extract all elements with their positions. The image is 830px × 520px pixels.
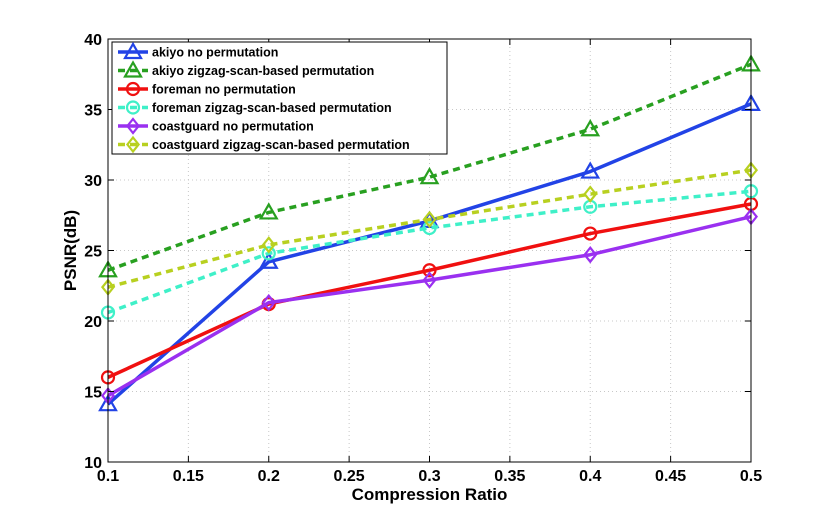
legend-entry: akiyo zigzag-scan-based permutation — [118, 60, 374, 78]
series-line — [107, 62, 752, 272]
data-point-marker — [583, 226, 598, 241]
x-tick-label: 0.1 — [97, 468, 119, 485]
series-lines — [98, 54, 761, 412]
data-point-marker — [580, 119, 601, 137]
axis-ticks: 0.1 0.15 0.2 0.25 0.3 0.35 0.4 0.45 0.5 10 15 20 25 3… — [84, 32, 762, 485]
y-tick-label: 25 — [84, 244, 102, 261]
data-point-marker — [258, 251, 279, 269]
series-line — [107, 202, 752, 379]
x-tick-label: 0.4 — [579, 468, 601, 485]
x-tick-label: 0.35 — [494, 468, 525, 485]
legend-entry: foreman zigzag-scan-based permutation — [118, 100, 392, 115]
legend-entry: coastguard zigzag-scan-based permutation — [118, 135, 410, 154]
data-point-marker — [261, 246, 276, 261]
legend-label: akiyo zigzag-scan-based permutation — [152, 64, 374, 78]
legend-entry: coastguard no permutation — [118, 117, 314, 135]
x-tick-label: 0.5 — [740, 468, 762, 485]
legend-marker — [125, 117, 141, 135]
x-tick-label: 0.45 — [655, 468, 686, 485]
legend-label: coastguard no permutation — [152, 120, 314, 134]
data-point-marker — [422, 271, 437, 289]
legend-label: coastguard zigzag-scan-based permutation — [152, 138, 410, 152]
legend-label: akiyo no permutation — [152, 46, 278, 60]
legend-marker — [123, 60, 143, 78]
legend-label: foreman no permutation — [152, 83, 296, 97]
data-point-marker — [261, 293, 276, 312]
series-line — [107, 168, 752, 289]
x-tick-label: 0.2 — [258, 468, 280, 485]
x-axis-title: Compression Ratio — [352, 485, 508, 504]
series-line — [107, 189, 752, 315]
y-tick-label: 20 — [84, 314, 102, 331]
data-point-marker — [419, 166, 440, 185]
data-point-marker — [258, 202, 279, 220]
series-line — [107, 214, 752, 398]
legend-entry: foreman no permutation — [118, 81, 296, 97]
data-point-marker — [580, 161, 601, 179]
y-tick-label: 30 — [84, 173, 102, 190]
data-point-marker — [261, 236, 276, 254]
data-point-marker — [422, 220, 437, 236]
y-tick-label: 40 — [84, 32, 102, 49]
y-axis-title: PSNR(dB) — [61, 210, 80, 291]
legend-label: foreman zigzag-scan-based permutation — [152, 101, 392, 115]
legend-marker — [125, 100, 141, 115]
x-tick-label: 0.15 — [173, 468, 204, 485]
data-point-marker — [583, 185, 598, 203]
x-tick-label: 0.25 — [334, 468, 365, 485]
x-tick-label: 0.3 — [418, 468, 440, 485]
legend-marker — [125, 135, 141, 154]
legend: akiyo no permutation akiyo zigzag-scan-ba… — [111, 41, 448, 155]
legend-entry: akiyo no permutation — [118, 41, 278, 60]
data-point-marker — [583, 245, 598, 264]
y-tick-label: 35 — [84, 103, 102, 120]
legend-marker — [125, 81, 141, 97]
legend-box — [111, 41, 448, 155]
legend-marker — [123, 41, 143, 60]
y-tick-label: 10 — [84, 455, 102, 472]
y-tick-label: 15 — [84, 385, 102, 402]
data-point-marker — [422, 263, 437, 278]
data-point-marker — [422, 210, 437, 229]
